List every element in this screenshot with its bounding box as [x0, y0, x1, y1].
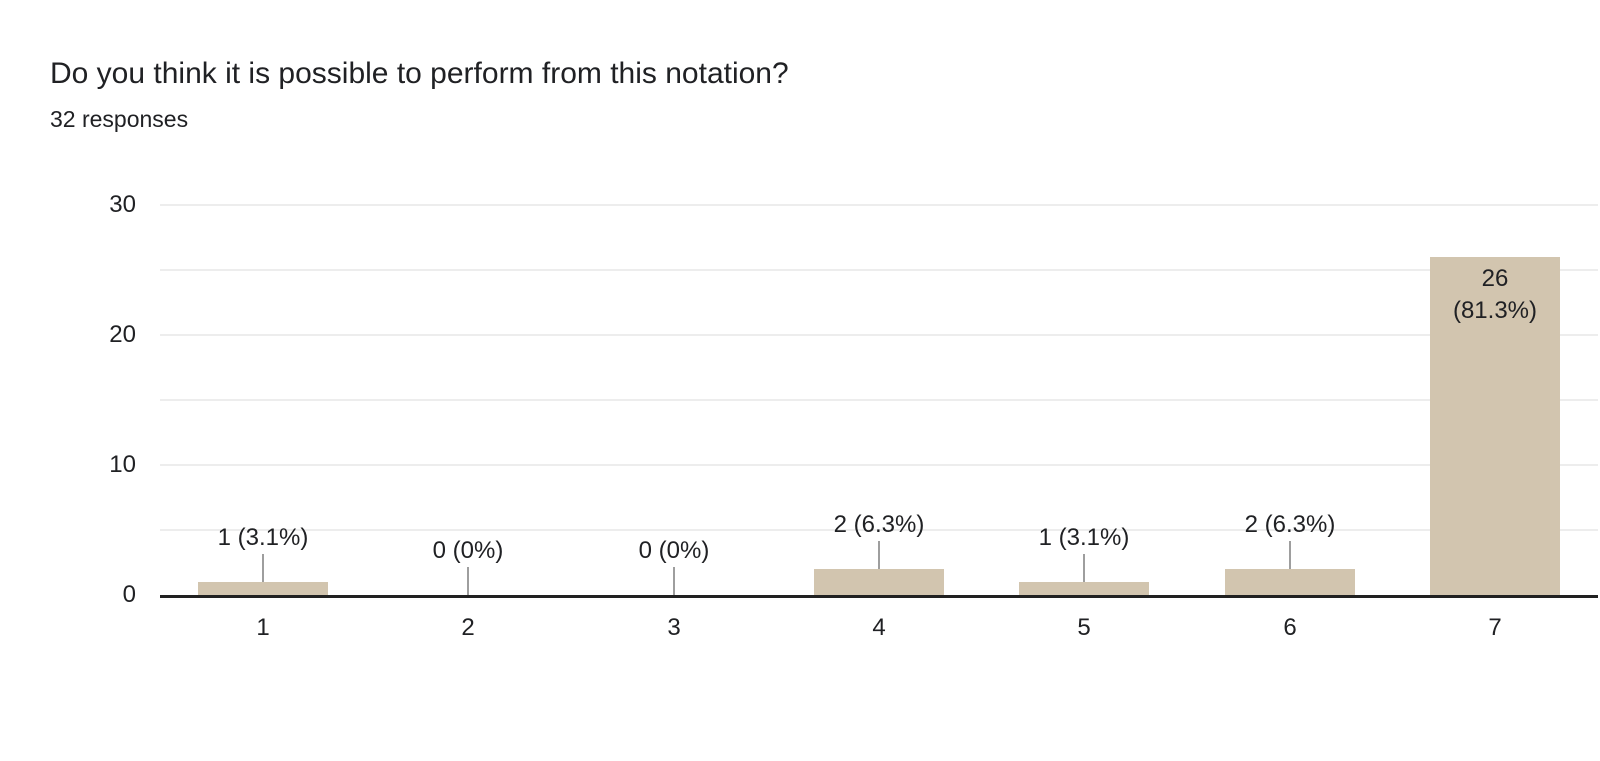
- bar-value-label: 26 (81.3%): [1395, 263, 1595, 327]
- label-leader-line: [673, 567, 675, 595]
- y-axis-tick-label: 30: [109, 191, 136, 218]
- responses-count: 32 responses: [50, 106, 189, 132]
- y-axis-tick-label: 20: [109, 321, 136, 348]
- bar-value-label: 0 (0%): [638, 537, 710, 564]
- bar-value-label-line: 26: [1481, 265, 1509, 292]
- label-leader-line: [262, 554, 264, 582]
- gridline: [160, 269, 1598, 271]
- bar-category-7: [1430, 257, 1560, 595]
- bar-value-label: 1 (3.1%): [217, 524, 309, 551]
- x-axis-tick-label: 7: [1488, 614, 1502, 641]
- y-axis-tick-label: 10: [109, 451, 136, 478]
- bar-value-label: 1 (3.1%): [1038, 524, 1130, 551]
- x-axis-baseline: [160, 595, 1598, 598]
- x-axis-tick-label: 1: [256, 614, 270, 641]
- gridline: [160, 399, 1598, 401]
- gridline: [160, 529, 1598, 531]
- bar-value-label-line: (81.3%): [1452, 297, 1538, 324]
- y-axis-tick-label: 0: [122, 581, 136, 608]
- bar-value-label: 0 (0%): [432, 537, 504, 564]
- x-axis-tick-label: 2: [461, 614, 475, 641]
- label-leader-line: [467, 567, 469, 595]
- x-axis-tick-label: 5: [1077, 614, 1091, 641]
- gridline: [160, 204, 1598, 206]
- x-axis-tick-label: 6: [1283, 614, 1297, 641]
- bar-value-label: 2 (6.3%): [833, 511, 925, 538]
- label-leader-line: [878, 541, 880, 569]
- x-axis-tick-label: 3: [667, 614, 681, 641]
- gridline: [160, 334, 1598, 336]
- bar-value-label: 2 (6.3%): [1244, 511, 1336, 538]
- gridline: [160, 464, 1598, 466]
- x-axis-tick-label: 4: [872, 614, 886, 641]
- label-leader-line: [1289, 541, 1291, 569]
- bar-category-4: [814, 569, 944, 595]
- label-leader-line: [1083, 554, 1085, 582]
- bar-category-6: [1225, 569, 1355, 595]
- bar-category-5: [1019, 582, 1149, 595]
- bar-category-1: [198, 582, 328, 595]
- question-title: Do you think it is possible to perform f…: [50, 57, 789, 90]
